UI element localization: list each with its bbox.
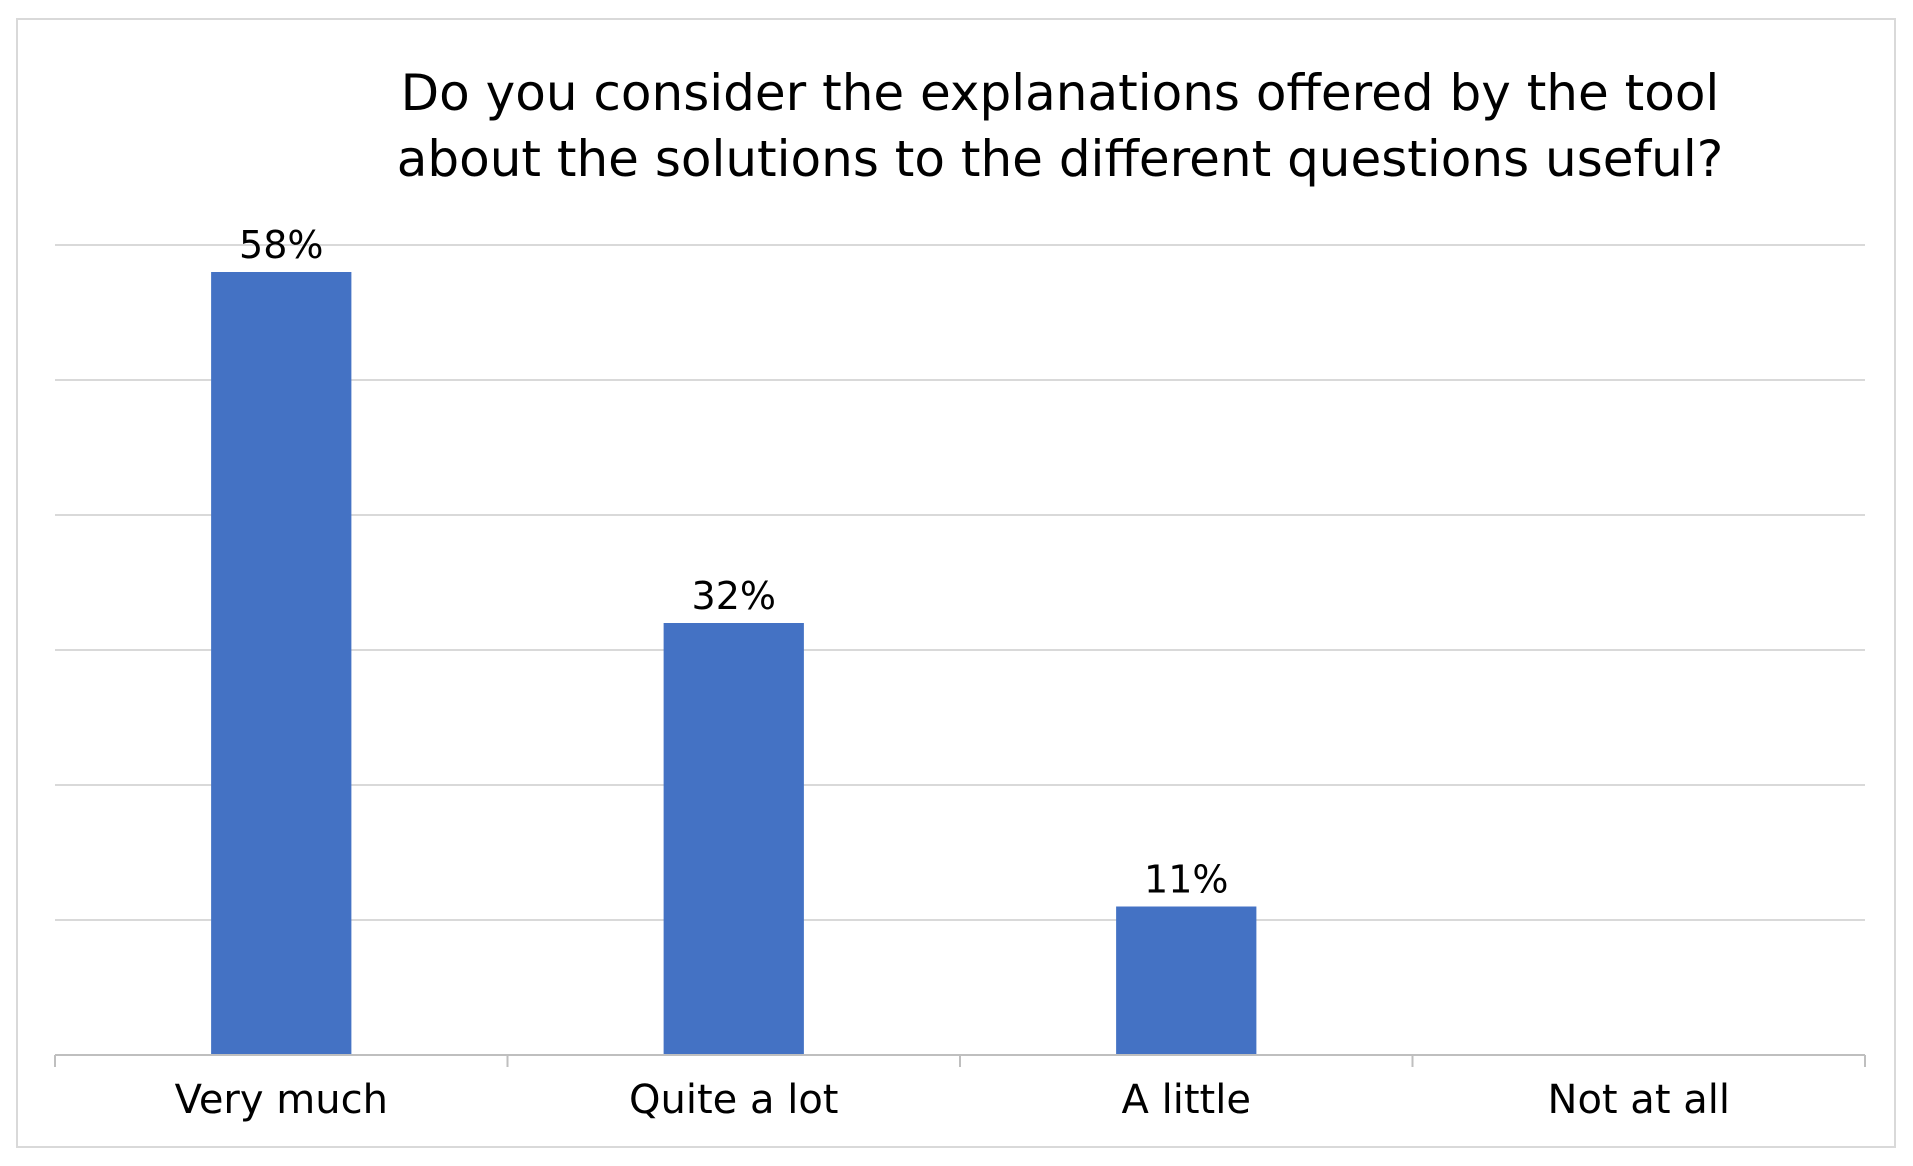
chart-title-line-2: about the solutions to the different que…	[397, 130, 1724, 188]
bar-a-little	[1116, 906, 1257, 1055]
data-label: 11%	[1144, 858, 1228, 902]
chart-title-line-1: Do you consider the explanations offered…	[401, 64, 1720, 122]
x-tick-label: A little	[1122, 1077, 1251, 1123]
x-tick-label: Quite a lot	[629, 1077, 838, 1123]
data-label: 32%	[692, 574, 776, 618]
bar-quite-a-lot	[663, 623, 804, 1055]
data-labels: 58% 32% 11%	[239, 223, 1228, 902]
bars	[211, 272, 1257, 1055]
x-tick-label: Not at all	[1548, 1077, 1730, 1123]
data-label: 58%	[239, 223, 323, 267]
x-tick-label: Very much	[175, 1077, 388, 1123]
x-axis: Very much Quite a lot A little Not at all	[54, 1054, 1866, 1123]
gridlines	[55, 244, 1865, 921]
bar-very-much	[211, 272, 352, 1055]
